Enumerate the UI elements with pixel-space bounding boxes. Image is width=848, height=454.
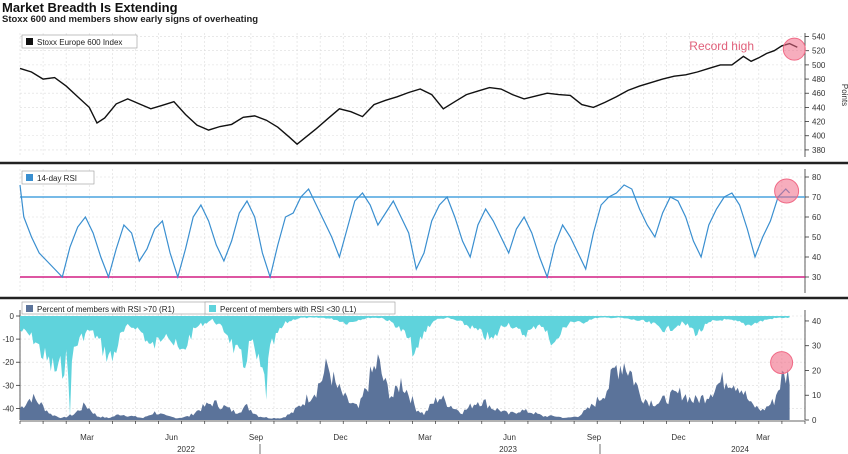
legend-label: Percent of members with RSI >70 (R1) (37, 305, 175, 314)
y-left-tick-label: -10 (2, 335, 14, 344)
record-high-marker (782, 37, 806, 61)
x-tick-label: Jun (503, 433, 516, 442)
legend-box (21, 34, 138, 49)
x-year-label: 2023 (499, 445, 517, 454)
y-tick-label: 500 (812, 61, 826, 70)
y-tick-label: 480 (812, 75, 826, 84)
breadth-peak-marker (770, 351, 794, 375)
x-tick-label: Jun (165, 433, 178, 442)
y-left-tick-label: 0 (10, 312, 15, 321)
x-tick-label: Mar (80, 433, 94, 442)
rsi-series-line (19, 184, 791, 280)
x-year-label: 2024 (731, 445, 749, 454)
y-left-tick-label: -30 (2, 381, 14, 390)
breadth-panel: 0 -10 -20 -30 -40 40 30 20 10 0 Percent of members… (2, 301, 821, 425)
y-tick-label: 400 (812, 132, 826, 141)
rsi-peak-marker (774, 178, 800, 204)
y-tick-label: 70 (812, 193, 821, 202)
time-axis: Mar Jun Sep Dec Mar Jun Sep Dec Mar 2022 2023 2024 (0, 161, 848, 454)
y-tick-label: 60 (812, 213, 821, 222)
legend-label: Percent of members with RSI <30 (L1) (220, 305, 357, 314)
legend-box (21, 170, 95, 185)
y-left-tick-label: -40 (2, 404, 14, 413)
y-tick-label: 520 (812, 47, 826, 56)
y-axis-label: Points (840, 84, 848, 106)
y-tick-label: 380 (812, 146, 826, 155)
legend-swatch (209, 305, 216, 312)
y-tick-label: 80 (812, 173, 821, 182)
legend-label: Stoxx Europe 600 Index (37, 38, 122, 47)
y-left-tick-label: -20 (2, 358, 14, 367)
rsi-above-70-area (20, 354, 790, 420)
x-tick-label: Mar (756, 433, 770, 442)
legend-swatch (26, 38, 33, 45)
y-tick-label: 30 (812, 273, 821, 282)
x-tick-label: Mar (418, 433, 432, 442)
y-tick-label: 440 (812, 103, 826, 112)
x-tick-label: Dec (671, 433, 685, 442)
y-tick-label: 50 (812, 233, 821, 242)
legend-swatch (26, 305, 33, 312)
y-tick-label: 460 (812, 89, 826, 98)
x-tick-label: Sep (587, 433, 602, 442)
y-right-tick-label: 40 (812, 317, 821, 326)
legend-swatch (26, 174, 33, 181)
y-right-tick-label: 30 (812, 342, 821, 351)
legend-box (204, 301, 396, 315)
y-right-tick-label: 20 (812, 366, 821, 375)
legend-label: 14-day RSI (37, 174, 77, 183)
rsi-below-30-area (20, 316, 790, 416)
chart-title: Market Breadth Is Extending (2, 0, 178, 15)
x-year-label: 2022 (177, 445, 195, 454)
y-tick-label: 540 (812, 33, 826, 42)
chart-subtitle: Stoxx 600 and members show early signs o… (2, 14, 259, 25)
rsi-panel: 30 40 50 60 70 80 14-day RSI (19, 169, 821, 293)
record-high-annotation: Record high (689, 39, 754, 53)
y-right-tick-label: 10 (812, 391, 821, 400)
price-series-line (19, 42, 798, 146)
price-panel: 380 400 420 440 460 480 500 520 540 Points Stoxx E… (19, 33, 848, 157)
x-tick-label: Sep (249, 433, 264, 442)
y-right-tick-label: 0 (812, 416, 817, 425)
y-tick-label: 40 (812, 253, 821, 262)
y-tick-label: 420 (812, 118, 826, 127)
x-tick-label: Dec (333, 433, 347, 442)
